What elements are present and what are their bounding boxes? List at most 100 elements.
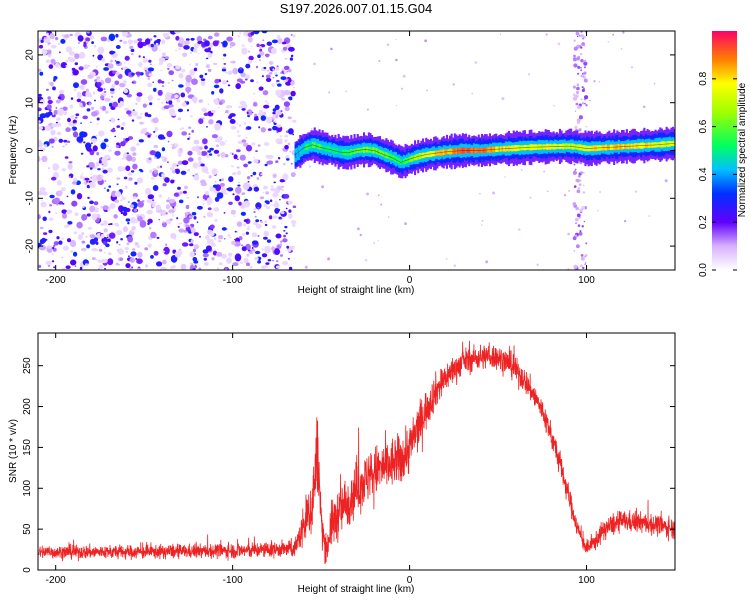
noise-speckle	[153, 144, 158, 149]
noise-speckle	[137, 38, 143, 42]
interference-speckle	[572, 85, 577, 89]
noise-speckle	[642, 105, 646, 109]
noise-speckle	[41, 199, 43, 201]
noise-speckle	[275, 260, 279, 263]
noise-speckle	[118, 244, 121, 246]
noise-speckle	[236, 221, 243, 227]
noise-speckle	[193, 232, 199, 237]
noise-speckle	[156, 165, 161, 169]
noise-speckle	[198, 267, 202, 270]
noise-speckle	[98, 130, 105, 137]
noise-speckle	[64, 224, 69, 228]
noise-speckle	[79, 175, 84, 179]
noise-speckle	[287, 200, 293, 205]
noise-speckle	[161, 85, 165, 88]
noise-speckle	[56, 180, 62, 186]
noise-speckle	[244, 78, 248, 81]
noise-speckle	[150, 231, 157, 239]
noise-speckle	[234, 253, 242, 262]
noise-speckle	[163, 105, 170, 110]
colorbar: 0.0 0.2 0.4 0.6 0.8 Normalized spectral ampl…	[698, 31, 748, 277]
noise-speckle	[260, 221, 264, 224]
signal-track-segment	[388, 153, 391, 160]
noise-speckle	[261, 75, 264, 78]
noise-speckle	[78, 66, 84, 71]
noise-speckle	[255, 223, 262, 229]
noise-speckle	[266, 41, 272, 46]
interference-speckle	[577, 187, 581, 191]
interference-speckle	[581, 42, 585, 46]
noise-speckle	[211, 91, 215, 95]
noise-speckle	[284, 144, 289, 150]
snr-y-ticks: 0 50 100 150 200 250	[22, 357, 675, 573]
noise-speckle	[58, 240, 63, 245]
noise-speckle	[227, 187, 234, 192]
noise-speckle	[91, 41, 94, 45]
noise-speckle	[46, 245, 52, 249]
noise-speckle	[61, 256, 64, 259]
noise-speckle	[290, 90, 296, 97]
noise-speckle	[91, 174, 98, 182]
noise-speckle	[290, 162, 293, 165]
noise-speckle	[193, 244, 200, 250]
noise-speckle	[169, 218, 173, 221]
noise-speckle	[241, 139, 247, 143]
noise-speckle	[39, 215, 42, 217]
noise-speckle	[168, 197, 170, 199]
noise-speckle	[104, 180, 107, 182]
noise-speckle	[187, 91, 190, 94]
x-tick-label: -200	[46, 575, 66, 586]
noise-speckle	[120, 126, 124, 130]
noise-speckle	[202, 117, 205, 120]
noise-speckle	[253, 102, 258, 107]
noise-speckle	[107, 167, 113, 173]
noise-speckle	[51, 63, 54, 65]
noise-speckle	[529, 196, 532, 199]
noise-speckle	[125, 218, 131, 222]
noise-speckle	[255, 65, 259, 69]
noise-speckle	[152, 117, 159, 124]
noise-speckle	[98, 159, 102, 164]
noise-speckle	[137, 41, 144, 49]
noise-speckle	[557, 42, 561, 46]
signal-track-segment	[407, 157, 410, 163]
noise-speckle	[253, 208, 257, 211]
noise-speckle	[200, 78, 206, 81]
noise-speckle	[107, 252, 112, 256]
noise-speckle	[102, 220, 108, 226]
noise-speckle	[211, 242, 216, 247]
noise-speckle	[136, 115, 142, 120]
snr-x-ticks: -200 -100 0 100	[46, 333, 595, 586]
noise-speckle	[81, 240, 86, 244]
noise-speckle	[149, 102, 153, 106]
noise-speckle	[86, 108, 91, 112]
noise-speckle	[288, 46, 295, 52]
noise-speckle	[100, 142, 107, 150]
signal-track-segment	[294, 152, 297, 158]
noise-speckle	[207, 207, 212, 211]
noise-speckle	[108, 102, 113, 107]
noise-speckle	[284, 134, 289, 138]
noise-speckle	[215, 138, 222, 143]
noise-speckle	[274, 104, 280, 111]
signal-track-segment	[394, 156, 397, 163]
interference-speckle	[573, 54, 576, 58]
noise-speckle	[170, 255, 178, 263]
noise-speckle	[258, 259, 261, 261]
noise-speckle	[61, 213, 68, 219]
noise-speckle	[279, 199, 281, 201]
noise-speckle	[185, 86, 192, 93]
noise-speckle	[241, 108, 246, 111]
noise-speckle	[263, 203, 268, 208]
noise-speckle	[114, 222, 119, 226]
noise-speckle	[115, 262, 119, 266]
interference-speckle	[572, 57, 578, 62]
noise-speckle	[57, 96, 62, 99]
noise-speckle	[280, 76, 287, 80]
interference-speckle	[573, 39, 576, 42]
noise-speckle	[245, 136, 248, 139]
noise-speckle	[205, 64, 210, 69]
noise-speckle	[395, 58, 398, 62]
noise-speckle	[254, 215, 257, 218]
noise-speckle	[65, 211, 71, 215]
